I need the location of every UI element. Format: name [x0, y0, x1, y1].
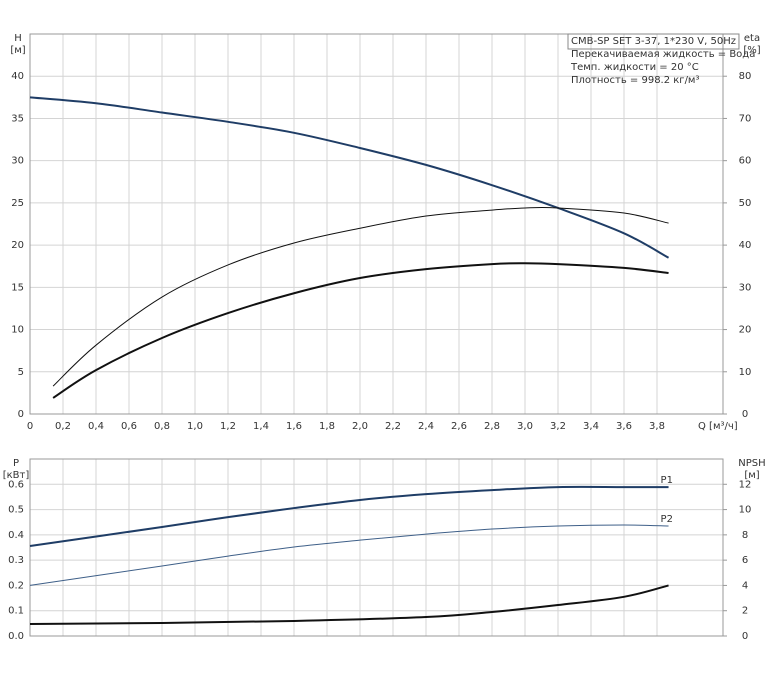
y2-tick-label: 70: [739, 113, 752, 124]
y-tick-label: 30: [11, 156, 24, 167]
y-tick-label: 0.3: [8, 555, 24, 566]
y2-tick-label: 8: [742, 530, 748, 541]
x-tick-label: 3,0: [517, 421, 533, 432]
y-tick-label: 25: [11, 198, 24, 209]
plot-frame: [29, 33, 724, 415]
y-tick-label: 0.4: [8, 530, 24, 541]
x-tick-label: 1,4: [253, 421, 269, 432]
x-tick-label: 3,6: [616, 421, 632, 432]
info-text: CMB-SP SET 3-37, 1*230 V, 50Hz: [571, 36, 736, 47]
y-tick-label: 15: [11, 282, 24, 293]
y2-tick-label: 60: [739, 156, 752, 167]
y-tick-label: 5: [18, 367, 24, 378]
y-tick-label: 0.6: [8, 479, 24, 490]
y-tick-label: 20: [11, 240, 24, 251]
y-tick-label: 35: [11, 113, 24, 124]
y-tick-label: 0: [18, 409, 24, 420]
curve: [29, 485, 669, 547]
x-tick-label: 1,6: [286, 421, 302, 432]
y2-tick-label: 0: [742, 409, 748, 420]
y2-tick-label: 80: [739, 71, 752, 82]
y-tick-label: 0.2: [8, 580, 24, 591]
curve: [29, 584, 669, 625]
y2-axis-label: eta: [744, 33, 760, 44]
x-tick-label: 0,8: [154, 421, 170, 432]
y-axis-label: P: [13, 458, 19, 469]
plot-frame: [29, 458, 724, 637]
curve: [52, 206, 669, 387]
x-tick-label: 3,2: [550, 421, 566, 432]
y2-tick-label: 4: [742, 580, 748, 591]
x-tick-label: 0,4: [88, 421, 104, 432]
curve: [29, 96, 670, 259]
y2-axis-label: [м]: [744, 470, 759, 481]
y-tick-label: 10: [11, 325, 24, 336]
x-tick-label: 2,4: [418, 421, 434, 432]
y2-tick-label: 40: [739, 240, 752, 251]
x-tick-label: 2,6: [451, 421, 467, 432]
y-tick-label: 0.5: [8, 505, 24, 516]
info-box: [567, 33, 740, 50]
y2-axis-label: NPSH: [738, 458, 765, 469]
info-text: Плотность = 998.2 кг/м³: [571, 75, 700, 86]
y-axis-label: [кВт]: [3, 470, 30, 481]
x-tick-label: 0,2: [55, 421, 71, 432]
series-label: P1: [661, 475, 673, 486]
curve: [29, 524, 669, 586]
y2-tick-label: 2: [742, 606, 748, 617]
x-tick-label: 0,6: [121, 421, 137, 432]
x-axis-label: Q [м³/ч]: [698, 421, 738, 432]
y-tick-label: 0.1: [8, 606, 24, 617]
x-tick-label: 1,8: [319, 421, 335, 432]
x-tick-label: 1,2: [220, 421, 236, 432]
y2-tick-label: 0: [742, 631, 748, 642]
y2-tick-label: 50: [739, 198, 752, 209]
y2-tick-label: 10: [739, 505, 752, 516]
x-tick-label: 2,8: [484, 421, 500, 432]
y-tick-label: 40: [11, 71, 24, 82]
y2-tick-label: 20: [739, 325, 752, 336]
info-text: Темп. жидкости = 20 °C: [570, 62, 699, 73]
x-tick-label: 2,0: [352, 421, 368, 432]
y-axis-label: H: [14, 33, 22, 44]
info-text: Перекачиваемая жидкость = Вода: [571, 49, 755, 60]
y-tick-label: 0.0: [8, 631, 24, 642]
y2-tick-label: 12: [739, 479, 752, 490]
y-axis-label: [м]: [10, 45, 25, 56]
x-tick-label: 0: [27, 421, 33, 432]
x-tick-label: 3,4: [583, 421, 599, 432]
x-tick-label: 3,8: [649, 421, 665, 432]
y2-tick-label: 6: [742, 555, 748, 566]
y2-tick-label: 30: [739, 282, 752, 293]
curve: [52, 262, 669, 399]
x-tick-label: 1,0: [187, 421, 203, 432]
y2-tick-label: 10: [739, 367, 752, 378]
series-label: P2: [661, 514, 673, 525]
y2-axis-label: [%]: [743, 45, 760, 56]
x-tick-label: 2,2: [385, 421, 401, 432]
